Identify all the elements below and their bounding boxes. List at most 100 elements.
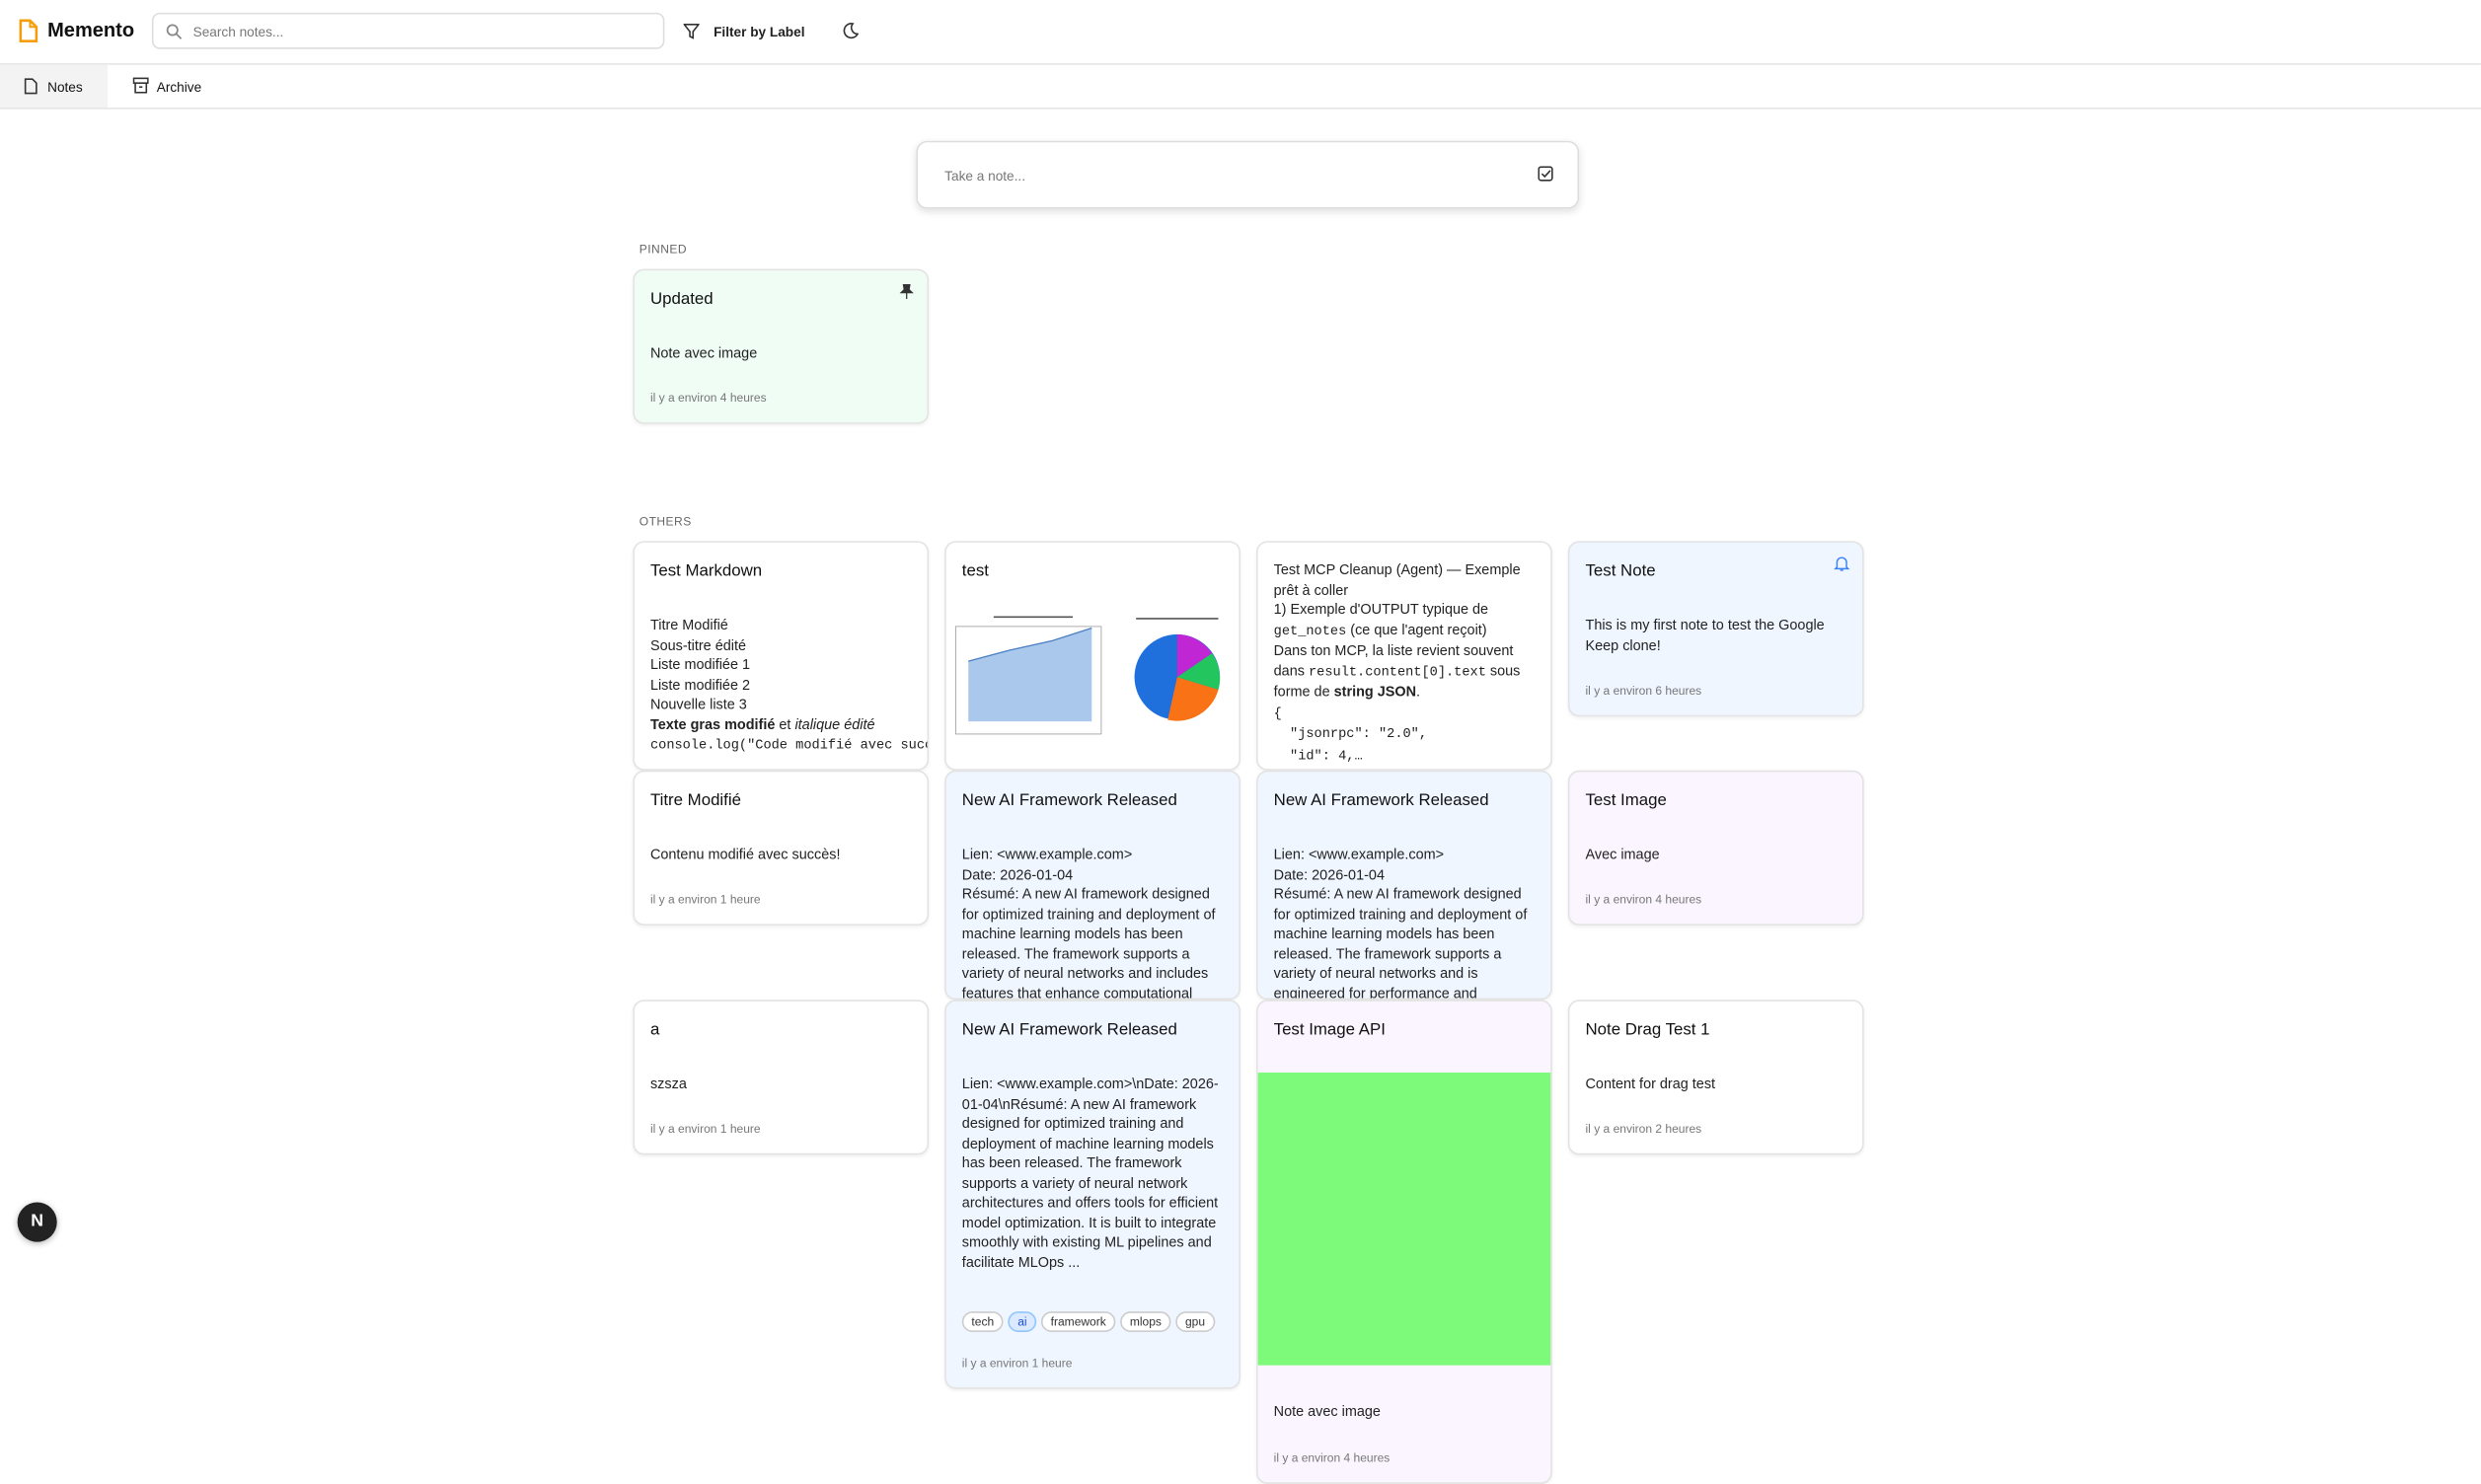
tag[interactable]: framework xyxy=(1041,1311,1116,1332)
text-run: string JSON xyxy=(1333,683,1417,700)
tab-archive[interactable]: Archive xyxy=(132,65,228,108)
text-run: get_notes xyxy=(1273,622,1347,638)
body-line: Titre Modifié xyxy=(650,616,915,635)
body-line: Note avec image xyxy=(650,343,915,363)
note-image xyxy=(954,616,1221,735)
body-line: "jsonrpc": "2.0", xyxy=(1274,723,1539,745)
note-body: Note avec image xyxy=(650,343,915,363)
note-title: Test Image API xyxy=(1273,1020,1386,1040)
note-time: il y a environ 1 heure xyxy=(649,892,761,907)
filter-icon xyxy=(683,24,700,39)
pin-icon[interactable] xyxy=(899,283,915,300)
text-run: Note avec image xyxy=(649,344,758,361)
note-card[interactable]: Titre Modifié Contenu modifié avec succès… xyxy=(633,770,930,926)
search-box[interactable]: Search notes... xyxy=(151,12,665,49)
note-body: Avec image xyxy=(1586,845,1850,864)
body-line: Texte gras modifié et italique édité xyxy=(650,714,915,734)
text-run: Liste modifiée 2 xyxy=(649,676,751,693)
body-line: Lien: <www.example.com> xyxy=(1274,845,1539,864)
text-run: Content for drag test xyxy=(1585,1076,1716,1092)
text-run: Résumé: A new AI framework designed for … xyxy=(961,885,1216,1001)
tag[interactable]: tech xyxy=(961,1311,1004,1332)
note-title: test xyxy=(961,561,989,581)
note-card[interactable]: New AI Framework Released Lien: <www.exam… xyxy=(1256,770,1552,1001)
text-run: Date: 2026-01-04 xyxy=(961,865,1074,882)
text-run: Test MCP Cleanup (Agent) — Exemple prêt … xyxy=(1273,561,1521,598)
text-run: Avec image xyxy=(1585,846,1660,862)
text-run: Dans ton MCP, la liste revient souvent d… xyxy=(1273,641,1514,679)
note-composer[interactable]: Take a note... xyxy=(916,140,1580,209)
app-name: Memento xyxy=(47,19,135,41)
note-body: Lien: <www.example.com>\nDate: 2026-01-0… xyxy=(962,1075,1227,1272)
note-title: Note Drag Test 1 xyxy=(1585,1020,1710,1040)
note-card[interactable]: New AI Framework Released Lien: <www.exam… xyxy=(944,1000,1240,1389)
note-title: a xyxy=(649,1020,660,1040)
text-run: "jsonrpc": "2.0", xyxy=(1273,725,1428,742)
text-run: sous forme de xyxy=(1273,661,1521,700)
note-title: Test Markdown xyxy=(649,561,763,581)
note-title: Test Image xyxy=(1585,790,1667,810)
note-title: Test Note xyxy=(1585,561,1656,581)
note-body: Titre Modifié Sous-titre édité Liste modif… xyxy=(649,616,928,756)
text-run: Sous-titre édité xyxy=(649,636,747,653)
note-card[interactable]: a szsza il y a environ 1 heure xyxy=(633,1000,930,1155)
note-time: il y a environ 4 heures xyxy=(1585,892,1702,907)
body-line: Contenu modifié avec succès! xyxy=(650,845,915,864)
tag[interactable]: gpu xyxy=(1175,1311,1215,1332)
note-card[interactable]: Test Image Avec image il y a environ 4 heu… xyxy=(1567,770,1864,926)
tab-label: Notes xyxy=(47,79,83,96)
note-time: il y a environ 2 heures xyxy=(1585,1121,1702,1137)
note-card[interactable]: New AI Framework Released Lien: <www.exam… xyxy=(944,770,1240,1001)
note-time: il y a environ 6 heures xyxy=(1585,683,1702,699)
text-run: Résumé: A new AI framework designed for … xyxy=(1273,885,1528,1001)
note-title: New AI Framework Released xyxy=(961,1020,1177,1040)
tab-notes[interactable]: Notes xyxy=(0,64,109,109)
nextjs-badge[interactable]: N xyxy=(17,1202,57,1242)
text-run: This is my first note to test the Google… xyxy=(1585,617,1825,653)
checklist-icon[interactable] xyxy=(1538,166,1553,182)
note-title: Updated xyxy=(649,289,714,309)
note-card[interactable]: Note Drag Test 1 Content for drag test il … xyxy=(1567,1000,1864,1155)
note-body: Test MCP Cleanup (Agent) — Exemple prêt … xyxy=(1274,560,1539,766)
filter-button[interactable]: Filter by Label xyxy=(714,24,805,40)
note-card[interactable]: Test MCP Cleanup (Agent) — Exemple prêt … xyxy=(1256,541,1552,771)
text-run: Texte gras modifié xyxy=(649,715,776,732)
note-card[interactable]: test xyxy=(944,541,1240,771)
body-line: Lien: <www.example.com> xyxy=(962,845,1227,864)
note-body: szsza xyxy=(650,1075,915,1094)
body-line: Lien: <www.example.com>\nDate: 2026-01-0… xyxy=(962,1075,1227,1272)
note-time: il y a environ 4 heures xyxy=(1273,1450,1391,1465)
note-body: Lien: <www.example.com> Date: 2026-01-04 R… xyxy=(1273,845,1539,1001)
text-run: Nouvelle liste 3 xyxy=(649,696,747,712)
note-body: Lien: <www.example.com> Date: 2026-01-04 R… xyxy=(961,845,1227,1001)
note-title: New AI Framework Released xyxy=(961,790,1177,810)
note-card[interactable]: Test Markdown Titre Modifié Sous-titre édi… xyxy=(633,541,930,771)
search-placeholder: Search notes... xyxy=(192,24,284,40)
text-run: { xyxy=(1273,705,1282,721)
section-label: PINNED xyxy=(639,242,688,257)
body-line: Date: 2026-01-04 xyxy=(962,864,1227,884)
body-line: Avec image xyxy=(1586,845,1850,864)
body-line: Note avec image xyxy=(1274,1402,1539,1422)
note-body: Contenu modifié avec succès! xyxy=(650,845,915,864)
text-run: Lien: <www.example.com>\nDate: 2026-01-0… xyxy=(961,1076,1219,1270)
theme-toggle[interactable] xyxy=(842,22,860,39)
tabs-border xyxy=(0,108,2481,110)
body-line: Date: 2026-01-04 xyxy=(1274,864,1539,884)
tag-list: tech ai framework mlops gpu xyxy=(961,1305,1220,1334)
text-run: . xyxy=(1416,683,1421,700)
note-card[interactable]: Updated Note avec image il y a environ 4 h… xyxy=(633,268,930,424)
body-line: "id": 4,… xyxy=(1274,744,1539,766)
body-line: { xyxy=(1274,702,1539,723)
note-card[interactable]: Test Image API Note avec image il y a envi… xyxy=(1256,1000,1552,1484)
bell-icon[interactable] xyxy=(1834,556,1850,571)
tag[interactable]: ai xyxy=(1008,1311,1037,1332)
tag[interactable]: mlops xyxy=(1120,1311,1171,1332)
note-card[interactable]: Test Note This is my first note to test t… xyxy=(1567,541,1864,717)
text-run: 1) Exemple d'OUTPUT typique de xyxy=(1273,601,1489,618)
body-line: Résumé: A new AI framework designed for … xyxy=(961,884,1227,1001)
text-run: italique édité xyxy=(794,715,875,732)
logo-icon xyxy=(19,19,38,42)
note-image xyxy=(1257,1073,1551,1366)
note-body: Note avec image xyxy=(1274,1402,1539,1422)
